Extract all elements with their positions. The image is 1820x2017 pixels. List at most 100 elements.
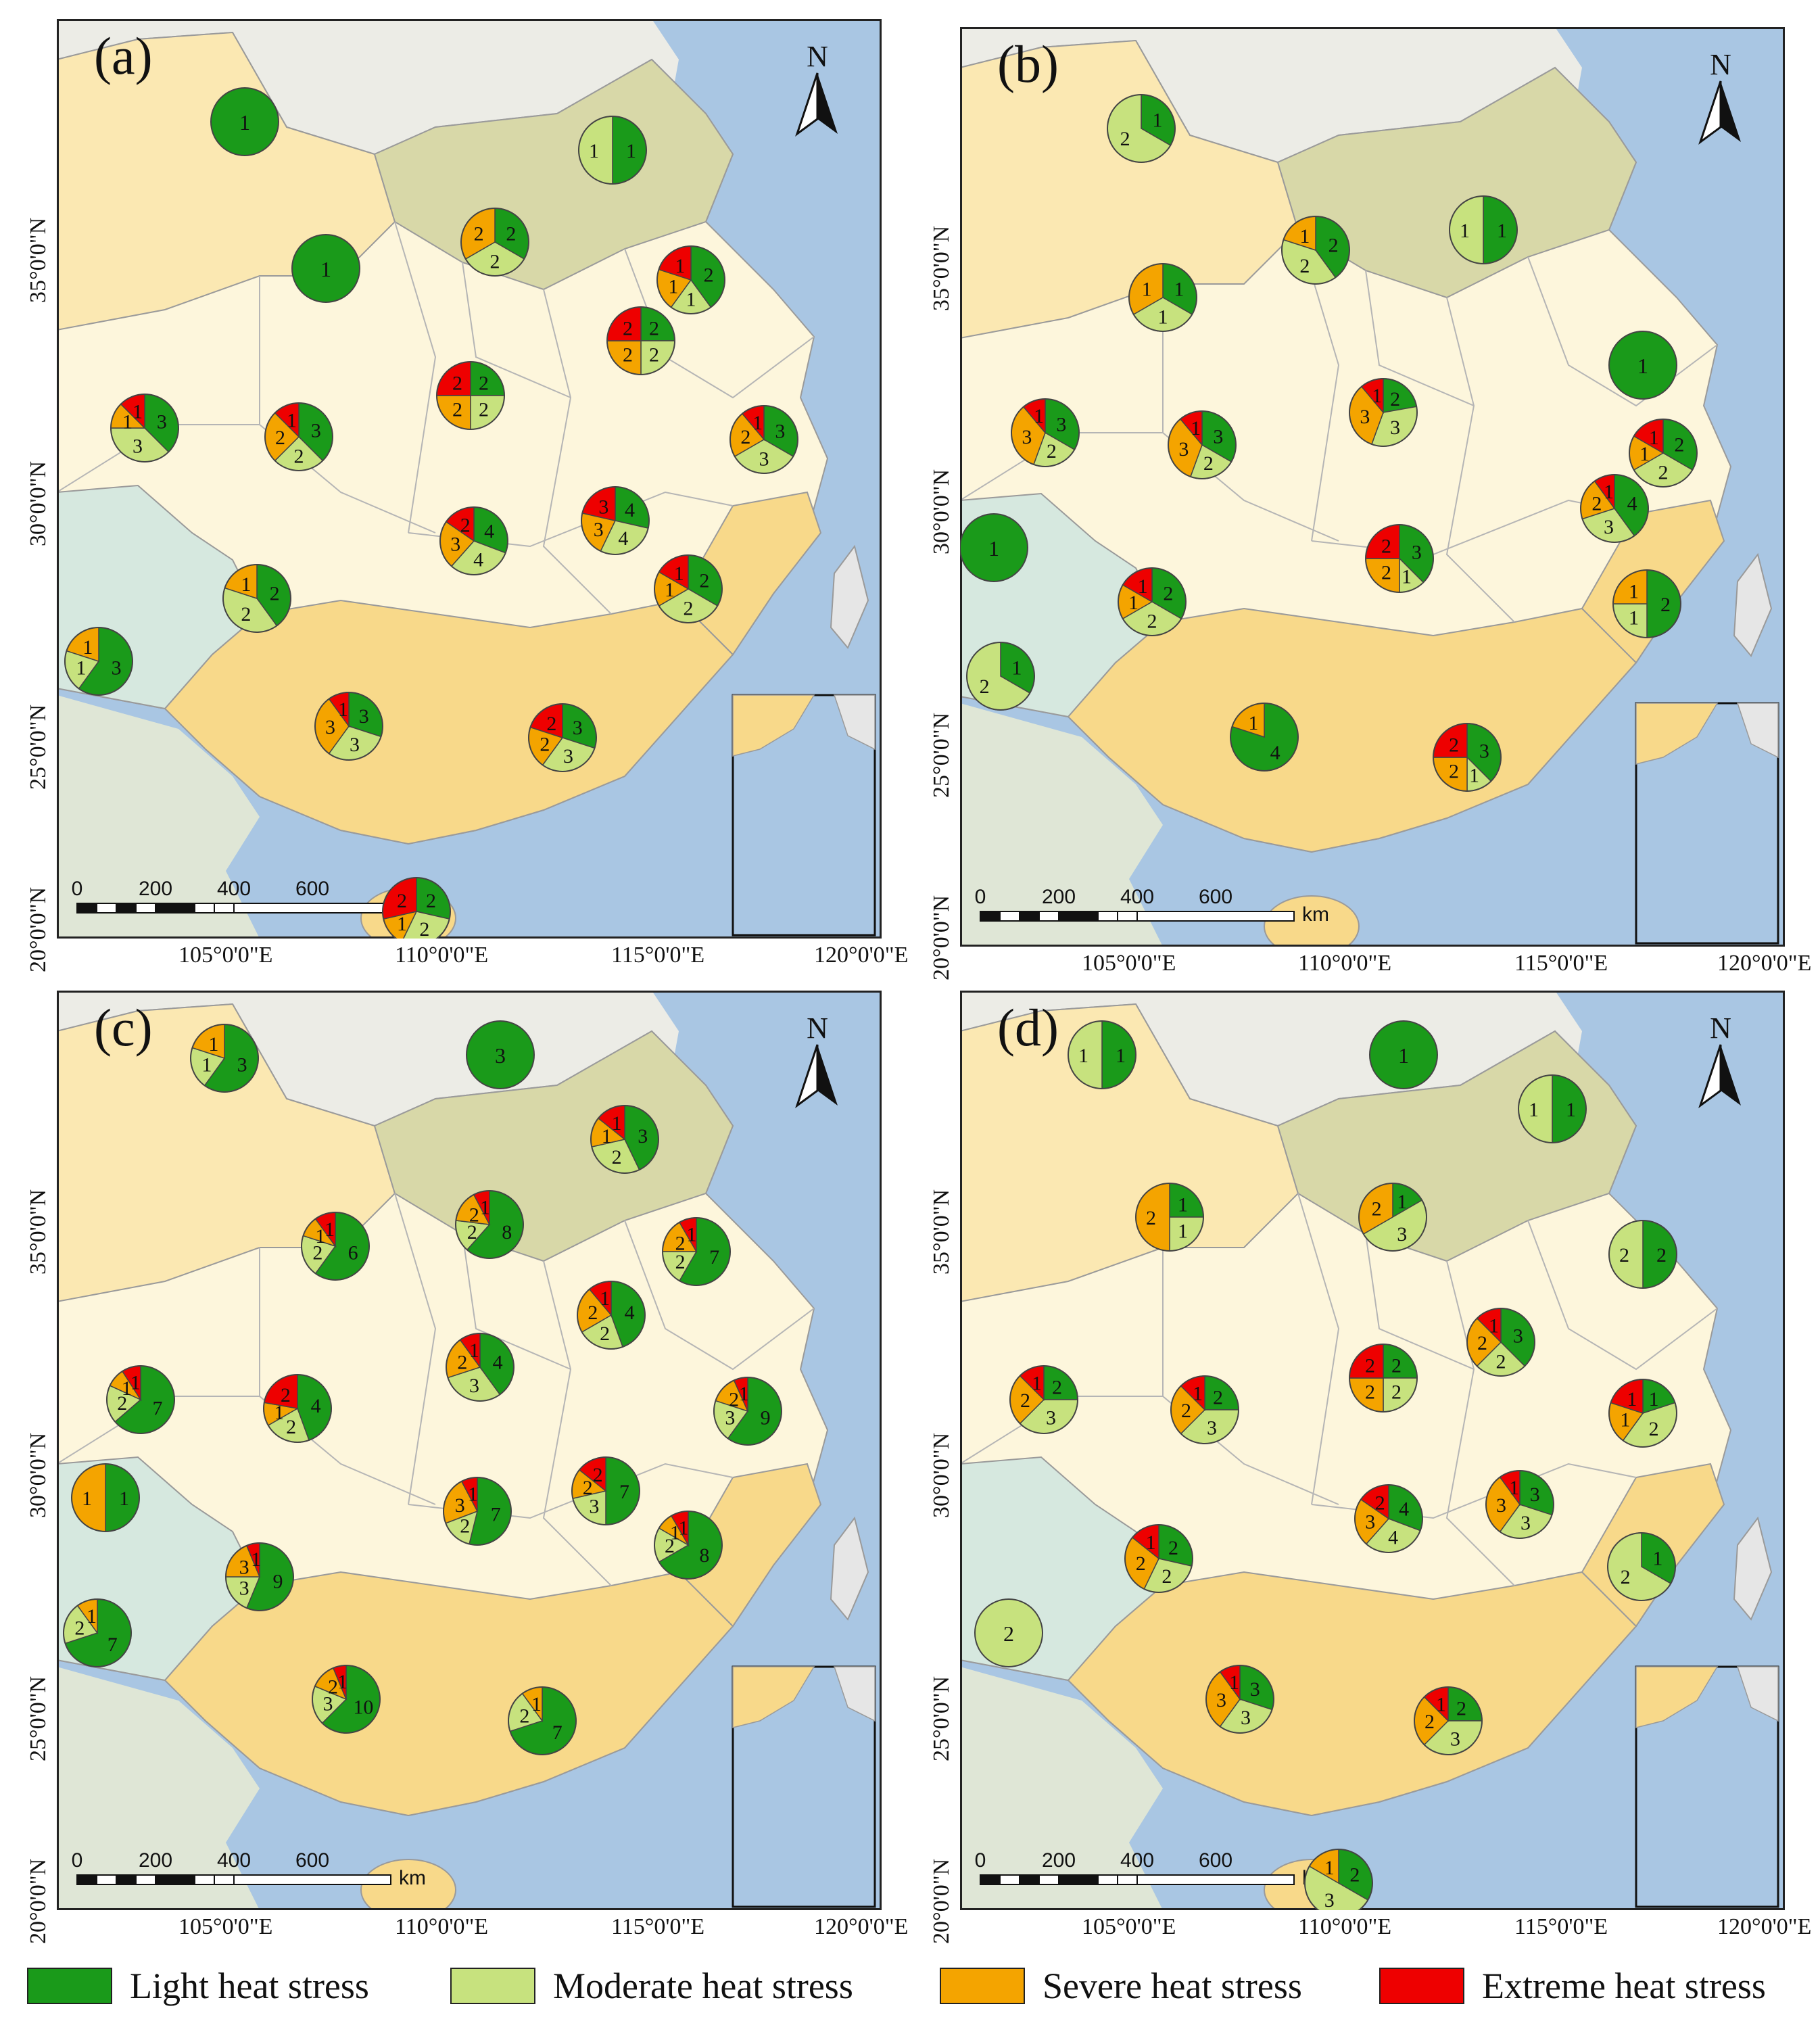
pie-chart: 6 211 [301,1212,370,1281]
pie-value-extreme: 2 [1449,734,1459,757]
pie-chart: 312 2 [1433,723,1502,792]
pie-value-extreme: 2 [546,713,556,735]
pie-value-severe: 3 [325,716,335,738]
scale-tick-label: 400 [1120,886,1154,908]
pie-value-severe: 1 [208,1033,218,1055]
pie-value-severe: 2 [740,426,750,448]
pie-value-extreme: 1 [1489,1315,1499,1337]
lon-label: 105°0'0"E [1082,951,1176,976]
pie-chart: 7 22 1 [662,1217,731,1286]
pie-value-extreme: 1 [752,412,763,434]
pie-value-moderate: 1 [1629,607,1639,629]
land-southwest [960,1667,1163,1910]
map-svg-a: N0200400600km111122221112222331132212222… [57,19,882,939]
lat-label: 20°0'0"N [26,886,51,972]
pie-value-extreme: 1 [739,1383,749,1405]
pie-slice-light [466,1020,535,1089]
pie-value-severe: 1 [274,1402,284,1424]
island-taiwan [1733,1516,1773,1621]
panel-label-b: (b) [997,34,1059,93]
pie-value-moderate: 1 [1402,565,1412,588]
pie-chart: 1 [1369,1020,1438,1089]
pie-value-severe: 3 [594,519,604,541]
pie-value-extreme: 1 [674,563,684,585]
pie-chart: 11 [71,1463,140,1532]
pie-value-severe: 2 [457,1352,467,1374]
legend-label-light: Light heat stress [130,1965,369,2006]
pie-value-light: 3 [1213,425,1223,448]
lat-label: 30°0'0"N [929,469,954,554]
province-boundary [542,1260,612,1586]
pie-chart: 11 [1449,195,1518,264]
pie-value-light: 9 [761,1406,771,1429]
pie-value-extreme: 1 [337,1671,348,1693]
pie-value-light: 10 [353,1696,373,1719]
pie-value-severe: 2 [1477,1332,1487,1354]
pie-value-extreme: 1 [675,255,685,277]
scale-tick-label: 200 [139,1849,172,1872]
legend-swatch-moderate [450,1967,535,2004]
pie-slice-light [1369,1020,1438,1089]
pie-value-moderate: 1 [1529,1099,1539,1121]
north-arrow: N [795,40,838,137]
pie-value-light: 2 [1328,235,1339,257]
province-boundary [462,262,571,398]
scale-tick-label: 600 [295,1849,329,1872]
lat-label: 35°0'0"N [929,1189,954,1275]
pie-value-light: 1 [1174,278,1184,300]
pie-value-moderate: 2 [980,675,990,698]
legend-label-extreme: Extreme heat stress [1482,1965,1766,2006]
pie-value-moderate: 2 [1621,1566,1631,1588]
province-boundary [394,221,437,533]
pie-value-severe: 1 [668,275,678,298]
province-south [164,1571,734,1817]
pie-value-severe: 3 [1178,438,1189,460]
pie-value-extreme: 2 [623,318,633,340]
panel-label-c: (c) [94,998,153,1057]
pie-value-light: 2 [1168,1537,1178,1559]
pie-value-severe: 1 [1128,592,1139,614]
pie-value-light: 7 [107,1634,118,1656]
pie-value-moderate: 4 [1388,1527,1398,1549]
pie-value-severe: 2 [1591,493,1602,515]
province-boundary [1365,270,1475,406]
pie-value-severe: 2 [540,733,550,755]
pie-value-severe: 1 [241,573,251,596]
legend-label-severe: Severe heat stress [1043,1965,1302,2006]
map-panel-d: N0200400600km111111121322232212321232122… [960,991,1785,1910]
pie-value-severe: 1 [122,410,133,433]
pie-value-moderate: 2 [649,343,659,366]
pie-value-light: 4 [1399,1498,1409,1520]
pie-chart: 1 [210,87,279,156]
province-south [164,599,734,845]
pie-value-severe: 3 [455,1494,465,1517]
pie-value-severe: 3 [450,533,460,555]
legend: Light heat stress Moderate heat stress S… [0,1954,1820,2017]
legend-item-moderate: Moderate heat stress [450,1954,853,2017]
pie-chart: 1 12 [1135,1183,1204,1252]
lat-label: 25°0'0"N [929,1676,954,1761]
pie-value-moderate: 1 [1078,1045,1088,1067]
legend-label-moderate: Moderate heat stress [553,1965,853,2006]
lat-label: 35°0'0"N [929,225,954,311]
lat-label: 35°0'0"N [26,1189,51,1275]
pie-slice-light [291,234,360,303]
pie-value-severe: 3 [1216,1689,1226,1711]
pie-value-moderate: 2 [294,446,304,468]
pie-value-severe: 3 [1496,1494,1506,1517]
pie-value-extreme: 1 [678,1517,688,1539]
pie-value-light: 7 [491,1503,501,1525]
pie-value-extreme: 1 [1627,1388,1637,1410]
pie-value-severe: 3 [239,1557,249,1579]
pie-value-moderate: 1 [589,140,599,162]
pie-value-extreme: 1 [469,1339,479,1362]
pie-chart: 311 [190,1024,259,1093]
pie-value-severe: 1 [1324,1857,1335,1879]
